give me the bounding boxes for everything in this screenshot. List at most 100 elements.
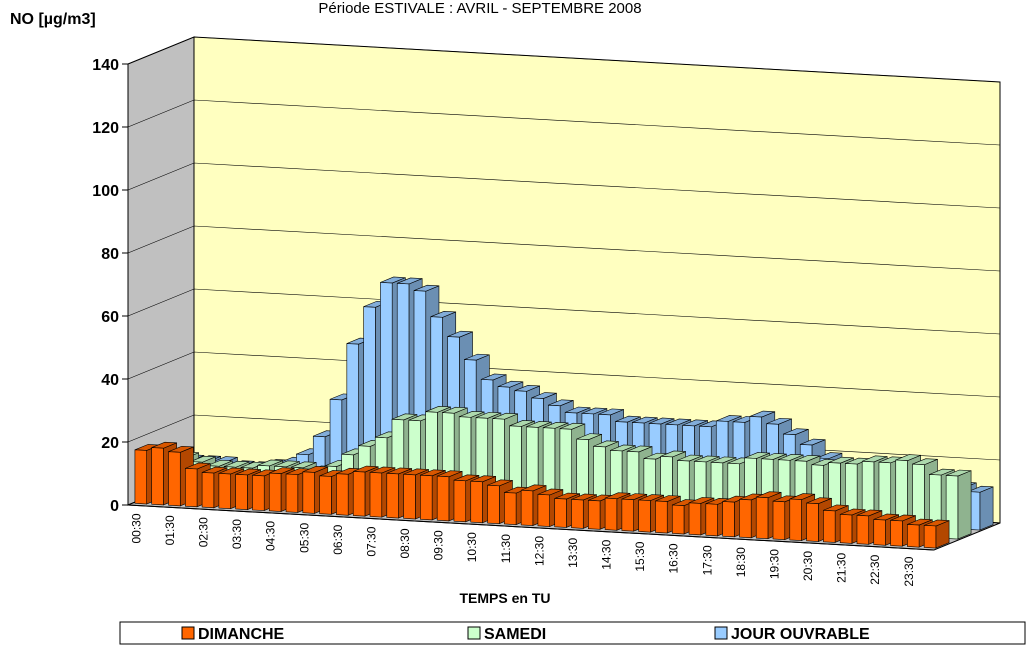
- x-tick-label: 10:30: [465, 532, 479, 562]
- bar: [655, 500, 668, 534]
- x-tick-label: 23:30: [902, 556, 916, 586]
- bar: [319, 475, 332, 515]
- bar: [302, 471, 315, 514]
- bar: [789, 498, 802, 541]
- bar: [168, 451, 181, 507]
- bar: [688, 502, 702, 536]
- bar: [705, 503, 718, 537]
- bar: [671, 504, 685, 535]
- left-wall: [127, 36, 195, 506]
- x-tick-label: 21:30: [835, 553, 849, 583]
- legend-label: JOUR OUVRABLE: [731, 626, 870, 643]
- bar: [554, 498, 567, 528]
- x-tick-label: 03:30: [230, 519, 244, 549]
- bar: [453, 479, 467, 523]
- grid-line: [127, 225, 1001, 272]
- x-tick-label: 09:30: [432, 530, 446, 560]
- bar: [907, 524, 920, 548]
- bar: [403, 473, 416, 520]
- grid-line: [127, 162, 1001, 209]
- bar: [420, 474, 433, 521]
- bar: [587, 499, 601, 530]
- x-tick-label: 07:30: [364, 526, 378, 556]
- x-tick-label: 00:30: [129, 513, 143, 543]
- bar: [201, 472, 215, 509]
- bar: [638, 499, 651, 533]
- bar: [823, 509, 836, 543]
- bar: [520, 489, 534, 526]
- y-tick-label: 0: [110, 498, 119, 515]
- legend-swatch: [181, 626, 195, 640]
- bar: [352, 471, 366, 517]
- grid-line: [127, 36, 1001, 83]
- bar: [772, 500, 786, 540]
- bar: [856, 514, 870, 545]
- bar: [268, 472, 282, 512]
- bar: [504, 492, 517, 525]
- bar: [890, 520, 903, 547]
- bar: [285, 473, 299, 513]
- x-tick-label: 16:30: [667, 543, 681, 573]
- legend-label: DIMANCHE: [198, 626, 285, 643]
- x-tick-label: 05:30: [297, 523, 311, 553]
- x-axis-label: TEMPS en TU: [459, 590, 550, 606]
- y-tick-label: 40: [101, 372, 119, 389]
- x-tick-label: 12:30: [532, 536, 546, 566]
- y-tick-label: 120: [92, 120, 119, 137]
- x-tick-label: 19:30: [767, 549, 781, 579]
- bar: [722, 501, 735, 538]
- legend: [119, 621, 1026, 645]
- x-tick-label: 04:30: [264, 521, 278, 551]
- y-tick-label: 80: [101, 246, 119, 263]
- bar: [336, 473, 349, 516]
- bar: [218, 473, 231, 510]
- bar: [621, 498, 634, 532]
- x-tick-label: 22:30: [868, 554, 882, 584]
- bar: [487, 484, 500, 525]
- x-tick-label: 08:30: [398, 528, 412, 558]
- x-tick-label: 14:30: [600, 539, 614, 569]
- bar: [873, 519, 886, 546]
- y-tick-label: 100: [92, 183, 119, 200]
- x-tick-label: 20:30: [801, 551, 815, 581]
- bar: [151, 447, 164, 506]
- x-tick-label: 18:30: [734, 547, 748, 577]
- bar: [571, 499, 584, 529]
- bar-side: [957, 470, 972, 540]
- legend-label: SAMEDI: [484, 626, 546, 643]
- y-tick-label: 20: [101, 435, 119, 452]
- bar: [134, 449, 147, 505]
- bar: [184, 468, 198, 508]
- grid-line: [127, 99, 1001, 146]
- legend-swatch: [714, 626, 728, 640]
- bar-side: [979, 486, 994, 531]
- bar: [235, 473, 248, 510]
- y-tick-label: 140: [92, 57, 119, 74]
- x-tick-label: 17:30: [700, 545, 714, 575]
- bar: [252, 474, 265, 511]
- bar: [755, 496, 769, 540]
- x-tick-label: 13:30: [566, 538, 580, 568]
- bar: [806, 502, 819, 542]
- y-tick-label: 60: [101, 309, 119, 326]
- x-tick-label: 15:30: [633, 541, 647, 571]
- x-tick-label: 11:30: [499, 534, 513, 563]
- grid-line: [127, 288, 1001, 335]
- bar: [470, 480, 483, 524]
- chart-title: Période ESTIVALE : AVRIL - SEPTEMBRE 200…: [318, 0, 641, 17]
- bar: [369, 472, 383, 518]
- grid-line: [127, 351, 1001, 398]
- bar: [839, 514, 853, 544]
- bar: [923, 525, 937, 549]
- y-axis-label: NO [µg/m3]: [10, 11, 96, 28]
- bar: [386, 472, 399, 519]
- x-tick-label: 06:30: [331, 524, 345, 554]
- x-tick-label: 01:30: [163, 515, 177, 545]
- bar: [739, 498, 752, 539]
- x-axis: [127, 504, 935, 551]
- bar: [436, 475, 450, 522]
- x-tick-label: 02:30: [197, 517, 211, 547]
- bar: [604, 497, 618, 531]
- legend-swatch: [467, 626, 481, 640]
